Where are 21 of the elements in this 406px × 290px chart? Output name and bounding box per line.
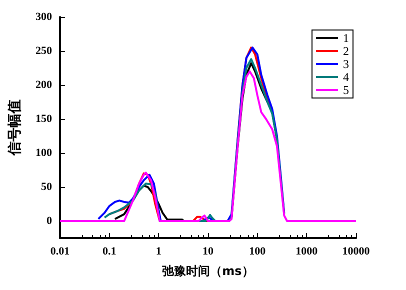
legend-label: 2	[343, 44, 349, 58]
x-tick-label: 1	[156, 246, 162, 258]
y-tick-label: 300	[36, 11, 52, 23]
x-tick-label: 10	[202, 246, 214, 258]
legend-label: 1	[343, 31, 349, 45]
y-tick-label: 100	[36, 147, 52, 159]
y-tick-label: 200	[36, 79, 52, 91]
legend-label: 5	[343, 83, 349, 97]
x-tick-label: 100	[249, 246, 266, 258]
x-tick-label: 0.1	[102, 246, 116, 258]
legend-label: 3	[343, 57, 349, 71]
x-axis-title: 弛豫时间（ms）	[162, 264, 254, 278]
y-tick-label: 250	[36, 45, 52, 57]
y-tick-label: 50	[41, 181, 52, 193]
x-tick-label: 0.01	[50, 246, 70, 258]
legend-label: 4	[343, 70, 349, 84]
x-tick-label: 1000	[296, 246, 318, 258]
y-axis-title: 信号幅值	[7, 100, 23, 156]
y-tick-label: 150	[36, 113, 52, 125]
y-tick-label: 0	[46, 215, 52, 227]
x-tick-label: 10000	[342, 246, 370, 258]
